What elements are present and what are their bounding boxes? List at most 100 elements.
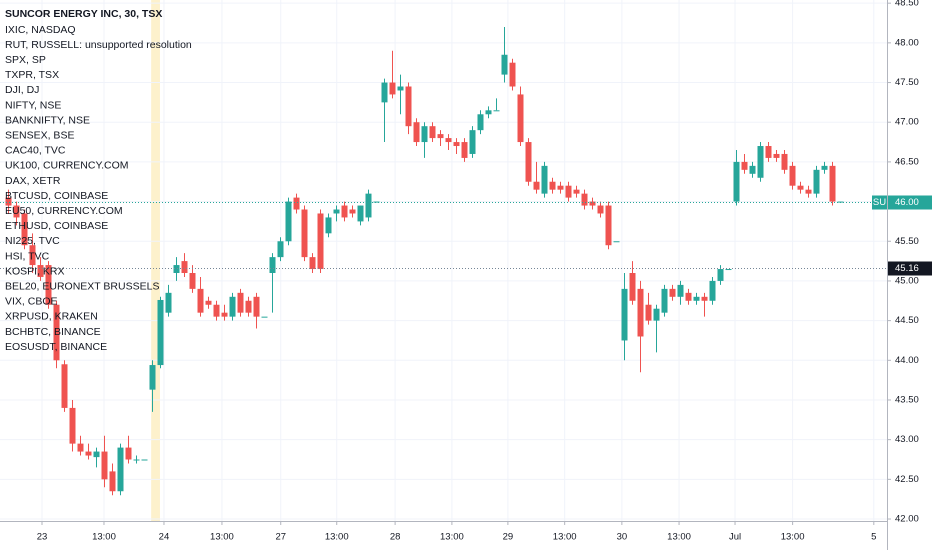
watchlist-item: SENSEX, BSE <box>5 129 74 141</box>
watchlist-item: HSI, TVC <box>5 250 50 262</box>
last-price-label: 46.00 <box>895 197 919 208</box>
candle-body <box>205 300 212 305</box>
candle-body <box>37 265 44 277</box>
candle-body <box>245 300 252 313</box>
y-tick-label: 48.00 <box>895 37 919 48</box>
candle-body <box>189 272 196 289</box>
watchlist-item: NI225, TVC <box>5 235 60 247</box>
watchlist-item: NIFTY, NSE <box>5 99 61 111</box>
y-tick-label: 42.50 <box>895 474 919 485</box>
candle-body <box>405 86 412 127</box>
candle-body <box>349 209 356 214</box>
candle-body <box>565 185 572 198</box>
y-tick-label: 42.00 <box>895 514 919 525</box>
x-tick-label: 13:00 <box>210 532 234 543</box>
candle-body <box>109 471 116 492</box>
candle-body <box>509 62 516 87</box>
candle-body <box>765 146 772 158</box>
x-tick-label: 13:00 <box>781 532 805 543</box>
candle-body <box>797 185 804 190</box>
watchlist-item: EOSUSDT, BINANCE <box>5 341 107 353</box>
candle-body <box>253 296 260 317</box>
watchlist-item: BEL20, EURONEXT BRUSSELS <box>5 280 159 292</box>
y-tick-label: 44.50 <box>895 315 919 326</box>
watchlist-item: BCHBTC, BINANCE <box>5 326 101 338</box>
candle-body <box>77 443 84 452</box>
candle-body <box>29 245 36 266</box>
x-tick-label: Jul <box>729 532 741 543</box>
candle-body <box>429 126 436 139</box>
candle-body <box>61 364 68 408</box>
candle-body <box>717 269 724 281</box>
axes: 42.00 42.50 43.00 43.50 44.00 44.50 45.00 45.50… <box>37 0 932 543</box>
candle-body <box>117 447 124 492</box>
candle-body <box>493 110 500 112</box>
candle-body <box>621 288 628 341</box>
candle-body <box>813 169 820 194</box>
watchlist-item: RUT, RUSSELL: unsupported resolution <box>5 39 192 51</box>
candle-body <box>581 193 588 206</box>
watchlist-item: TXPR, TSX <box>5 69 59 81</box>
candle-body <box>821 165 828 170</box>
y-tick-label: 43.00 <box>895 434 919 445</box>
candle-body <box>341 205 348 218</box>
candle-body <box>45 265 52 305</box>
candle-body <box>437 134 444 139</box>
candle-body <box>549 181 556 190</box>
candle-body <box>13 205 20 218</box>
candle-body <box>805 189 812 194</box>
candle-body <box>421 126 428 143</box>
candle-body <box>477 114 484 131</box>
candle-body <box>661 288 668 313</box>
y-tick-label: 48.50 <box>895 0 919 9</box>
candle-body <box>453 142 460 147</box>
candle-body <box>781 153 788 170</box>
x-tick-label: 13:00 <box>325 532 349 543</box>
candle-body <box>645 304 652 321</box>
candle-body <box>141 459 148 461</box>
x-tick-label: 13:00 <box>440 532 464 543</box>
candle-body <box>677 284 684 297</box>
candle-body <box>413 122 420 143</box>
candle-body <box>741 161 748 170</box>
watchlist-item: SPX, SP <box>5 54 46 66</box>
candle-body <box>309 257 316 270</box>
x-tick-label: 24 <box>159 532 170 543</box>
watchlist-item: XRPUSD, KRAKEN <box>5 311 98 323</box>
candle-body <box>221 312 228 317</box>
candle-body <box>157 299 164 366</box>
x-tick-label: 27 <box>275 532 286 543</box>
watchlist-item: DAX, XETR <box>5 175 61 187</box>
y-tick-label: 43.50 <box>895 394 919 405</box>
candle-body <box>517 94 524 143</box>
x-tick-label: 13:00 <box>92 532 116 543</box>
candle-body <box>485 110 492 115</box>
candle-body <box>173 265 180 273</box>
candle-body <box>733 161 740 202</box>
x-tick-label: 30 <box>617 532 628 543</box>
watchlist-item: KOSPI, KRX <box>5 265 65 277</box>
candle-body <box>365 193 372 218</box>
y-tick-label: 44.00 <box>895 355 919 366</box>
watchlist-item: EU50, CURRENCY.COM <box>5 205 123 217</box>
candle-body <box>213 304 220 317</box>
overlay-layer <box>0 202 887 269</box>
session-highlight <box>151 0 160 521</box>
candle-body <box>685 292 692 301</box>
y-tick-label: 45.50 <box>895 236 919 247</box>
candle-body <box>541 165 548 194</box>
candle-body <box>693 296 700 301</box>
candle-body <box>637 288 644 337</box>
candle-body <box>93 451 100 458</box>
watchlist-item: ETHUSD, COINBASE <box>5 220 108 232</box>
candle-body <box>53 304 60 361</box>
candle-body <box>373 201 380 203</box>
chart-title: SUNCOR ENERGY INC, 30, TSX <box>5 8 162 20</box>
candle-body <box>613 241 620 243</box>
candle-body <box>5 197 12 206</box>
candle-body <box>469 130 476 154</box>
watchlist-item: CAC40, TVC <box>5 145 66 157</box>
symbol-tag <box>872 195 887 210</box>
watchlist: IXIC, NASDAQ RUT, RUSSELL: unsupported re… <box>5 24 192 353</box>
